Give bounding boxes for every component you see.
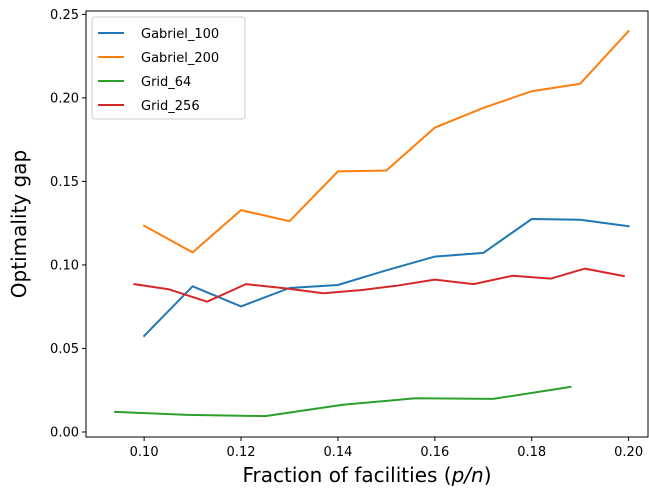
x-tick-label: 0.12 bbox=[227, 445, 256, 460]
series-line-gabriel-100 bbox=[142, 218, 630, 338]
x-tick-label: 0.16 bbox=[420, 445, 449, 460]
x-tick-label: 0.14 bbox=[323, 445, 352, 460]
y-tick-label: 0.25 bbox=[50, 8, 79, 23]
y-axis: 0.00 0.05 0.10 0.15 0.20 0.25 bbox=[50, 8, 86, 440]
series-line-grid-64 bbox=[114, 385, 572, 418]
y-tick-label: 0.05 bbox=[50, 342, 79, 357]
y-tick-label: 0.15 bbox=[50, 175, 79, 190]
legend-box bbox=[91, 16, 246, 120]
series-line-gabriel-200 bbox=[142, 29, 631, 254]
legend-label: Gabriel_200 bbox=[141, 51, 219, 66]
plot-frame bbox=[85, 10, 649, 438]
x-tick-label: 0.10 bbox=[130, 445, 159, 460]
x-axis-label: Fraction of facilities (p/n) bbox=[243, 463, 492, 487]
x-tick-label: 0.20 bbox=[614, 445, 643, 460]
legend-label: Grid_64 bbox=[141, 75, 191, 90]
y-tick-label: 0.10 bbox=[50, 258, 79, 273]
series-layer bbox=[114, 29, 631, 418]
x-tick-label: 0.18 bbox=[517, 445, 546, 460]
y-tick-label: 0.20 bbox=[50, 91, 79, 106]
y-tick-label: 0.00 bbox=[50, 425, 79, 440]
x-axis: 0.10 0.12 0.14 0.16 0.18 0.20 bbox=[130, 437, 643, 460]
y-axis-label: Optimality gap bbox=[7, 150, 31, 298]
legend-label: Grid_256 bbox=[141, 99, 200, 114]
legend: Gabriel_100 Gabriel_200 Grid_64 Grid_256 bbox=[91, 16, 246, 120]
legend-label: Gabriel_100 bbox=[141, 27, 219, 42]
series-line-grid-256 bbox=[133, 267, 625, 303]
